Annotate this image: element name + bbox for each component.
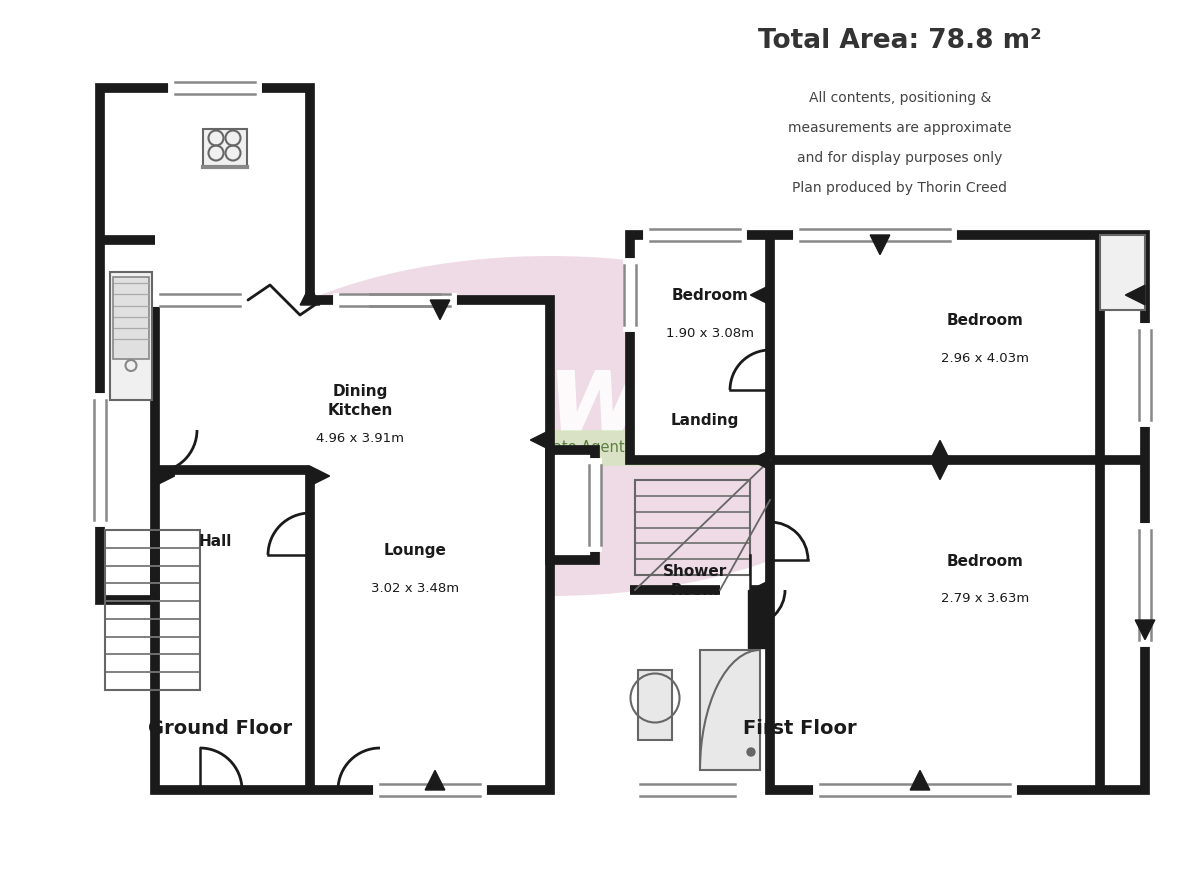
Polygon shape (930, 460, 950, 479)
Text: and for display purposes only: and for display purposes only (797, 151, 1003, 165)
Text: Bedroom: Bedroom (672, 289, 749, 304)
Text: Dining
Kitchen: Dining Kitchen (328, 384, 392, 418)
Polygon shape (550, 450, 595, 560)
Polygon shape (430, 300, 450, 320)
Bar (203, 129, 247, 167)
Text: Shower
Room: Shower Room (662, 563, 727, 598)
Polygon shape (930, 440, 950, 460)
Text: 3.02 x 3.48m: 3.02 x 3.48m (371, 582, 460, 595)
Ellipse shape (190, 256, 910, 596)
Polygon shape (1135, 620, 1154, 640)
Text: 1.90 x 3.08m: 1.90 x 3.08m (666, 328, 754, 340)
Bar (110, 273, 152, 400)
Polygon shape (750, 285, 770, 305)
Polygon shape (630, 235, 1145, 790)
Text: Lounge: Lounge (384, 543, 446, 558)
Bar (200, 430, 900, 466)
Circle shape (746, 748, 755, 756)
Polygon shape (911, 771, 930, 790)
Polygon shape (750, 580, 770, 600)
Polygon shape (310, 466, 330, 486)
Text: Shaws: Shaws (313, 347, 716, 455)
Text: & Company Estate Agents Ltd: & Company Estate Agents Ltd (440, 440, 660, 455)
Polygon shape (870, 235, 890, 254)
Polygon shape (100, 88, 550, 790)
Text: 2.79 x 3.63m: 2.79 x 3.63m (941, 593, 1030, 605)
Text: All contents, positioning &: All contents, positioning & (809, 91, 991, 105)
Bar (638, 670, 672, 740)
Text: Bedroom: Bedroom (947, 554, 1024, 569)
Polygon shape (155, 465, 175, 485)
Text: First Floor: First Floor (743, 719, 857, 737)
Text: Plan produced by Thorin Creed: Plan produced by Thorin Creed (792, 181, 1008, 195)
Text: Ground Floor: Ground Floor (148, 719, 292, 737)
Bar (635, 480, 750, 575)
Bar (113, 277, 149, 360)
Polygon shape (1126, 285, 1145, 305)
Polygon shape (425, 771, 445, 790)
Bar (1100, 235, 1145, 310)
Polygon shape (300, 285, 320, 305)
Text: Landing: Landing (671, 414, 739, 429)
Polygon shape (750, 450, 770, 470)
Text: Total Area: 78.8 m²: Total Area: 78.8 m² (758, 28, 1042, 54)
Bar (748, 590, 770, 648)
Bar (106, 530, 200, 690)
Text: 4.96 x 3.91m: 4.96 x 3.91m (316, 432, 404, 446)
Text: 2.96 x 4.03m: 2.96 x 4.03m (941, 353, 1030, 366)
Text: Bedroom: Bedroom (947, 314, 1024, 329)
Bar (700, 650, 760, 770)
Polygon shape (530, 431, 550, 450)
Text: measurements are approximate: measurements are approximate (788, 121, 1012, 135)
Polygon shape (155, 466, 175, 486)
Text: Hall: Hall (198, 533, 232, 548)
